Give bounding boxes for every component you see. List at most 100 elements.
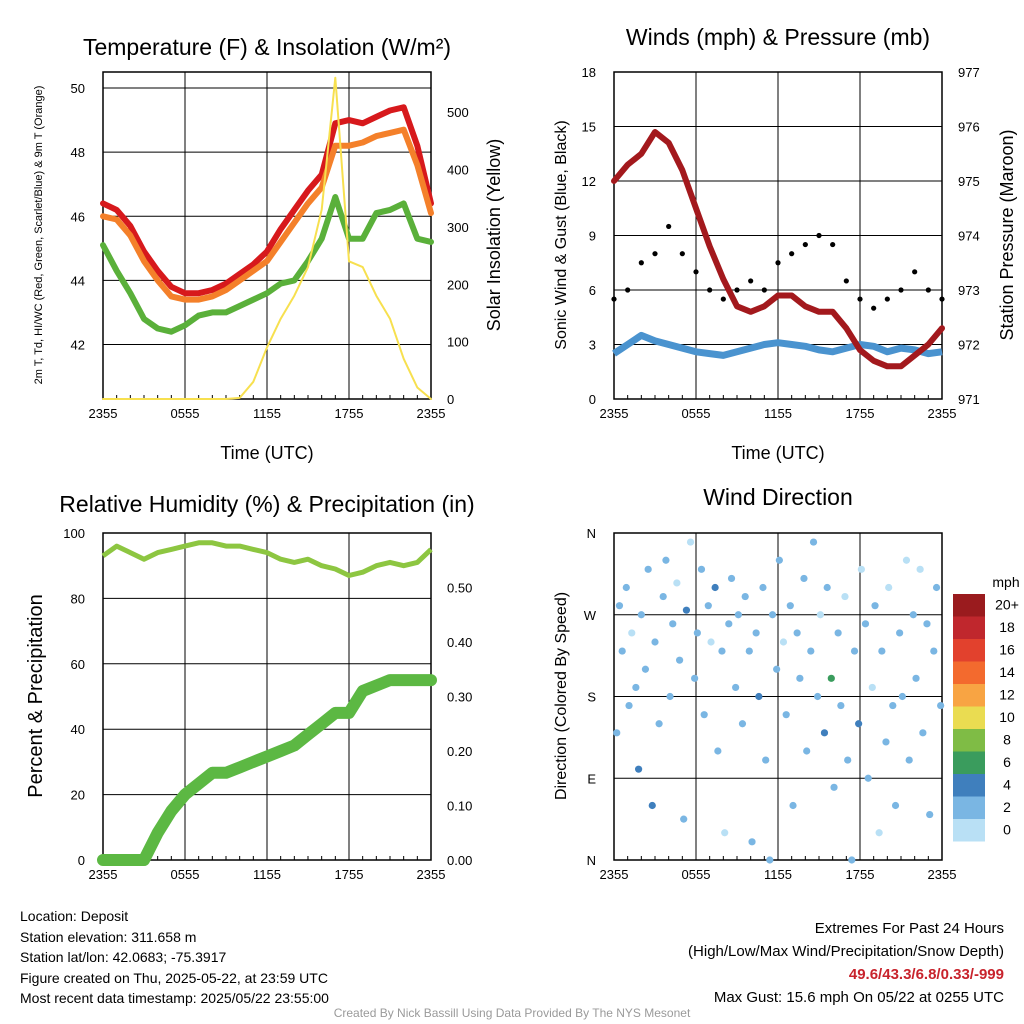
y-left-tick-label: 18 bbox=[582, 65, 596, 80]
y-right-tick-label: 0 bbox=[447, 392, 454, 407]
colorbar-label: 14 bbox=[999, 664, 1015, 680]
colorbar-label: 0 bbox=[1003, 821, 1011, 837]
credit-line: Created By Nick Bassill Using Data Provi… bbox=[0, 1006, 1024, 1020]
wind-direction-point bbox=[625, 702, 632, 709]
gust-point bbox=[857, 296, 862, 301]
gust-point bbox=[912, 269, 917, 274]
wind-direction-point bbox=[789, 802, 796, 809]
wind-direction-point bbox=[841, 593, 848, 600]
wind-direction-point bbox=[718, 647, 725, 654]
y-left-tick-label: 40 bbox=[71, 722, 85, 737]
gust-point bbox=[830, 242, 835, 247]
gust-point bbox=[844, 278, 849, 283]
gust-point bbox=[871, 306, 876, 311]
wind-direction-point bbox=[642, 666, 649, 673]
wind-direction-point bbox=[759, 584, 766, 591]
wind-direction-point bbox=[926, 811, 933, 818]
y-right-tick-label: 0.20 bbox=[447, 744, 472, 759]
wind-direction-point bbox=[721, 829, 728, 836]
figure-created: Figure created on Thu, 2025-05-22, at 23… bbox=[20, 968, 329, 989]
y-left-tick-label: 15 bbox=[582, 120, 596, 135]
wind-direction-point bbox=[906, 756, 913, 763]
y-tick-label: W bbox=[584, 608, 597, 623]
wind-direction-point bbox=[707, 638, 714, 645]
wind-direction-point bbox=[882, 738, 889, 745]
wind-direction-point bbox=[691, 675, 698, 682]
winds-y-right-label: Station Pressure (Maroon) bbox=[997, 129, 1017, 340]
y-left-tick-label: 0 bbox=[589, 392, 596, 407]
y-tick-label: N bbox=[587, 853, 596, 868]
wind-direction-point bbox=[669, 620, 676, 627]
y-left-tick-label: 0 bbox=[78, 853, 85, 868]
y-left-tick-label: 100 bbox=[63, 526, 85, 541]
wind-direction-point bbox=[638, 611, 645, 618]
y-right-tick-label: 975 bbox=[958, 174, 980, 189]
gust-point bbox=[775, 260, 780, 265]
colorbar-swatch bbox=[953, 617, 985, 640]
colorbar-swatch bbox=[953, 797, 985, 820]
wind-direction-point bbox=[844, 756, 851, 763]
y-tick-label: N bbox=[587, 526, 596, 541]
station-location: Location: Deposit bbox=[20, 906, 329, 927]
wind-direction-point bbox=[676, 657, 683, 664]
y-left-tick-label: 50 bbox=[71, 81, 85, 96]
humidity-grid bbox=[103, 533, 431, 860]
wind-direction-point bbox=[910, 611, 917, 618]
y-tick-label: E bbox=[587, 771, 596, 786]
x-tick-label: 2355 bbox=[89, 867, 118, 882]
x-tick-label: 0555 bbox=[171, 867, 200, 882]
wind-direction-point bbox=[748, 838, 755, 845]
colorbar-swatch bbox=[953, 774, 985, 797]
wind-direction-point bbox=[616, 602, 623, 609]
wind-direction-point bbox=[651, 638, 658, 645]
wind-direction-point bbox=[769, 611, 776, 618]
wind-direction-point bbox=[912, 675, 919, 682]
winds-x-label: Time (UTC) bbox=[731, 443, 824, 463]
wind-direction-point bbox=[885, 584, 892, 591]
x-tick-label: 0555 bbox=[171, 406, 200, 421]
wind-direction-point bbox=[858, 566, 865, 573]
wind-direction-point bbox=[753, 629, 760, 636]
gust-point bbox=[885, 296, 890, 301]
colorbar-label: 6 bbox=[1003, 754, 1011, 770]
wind-direction-point bbox=[810, 538, 817, 545]
wind-direction-point bbox=[817, 611, 824, 618]
winds-title: Winds (mph) & Pressure (mb) bbox=[626, 24, 930, 50]
temperature-x-label: Time (UTC) bbox=[220, 443, 313, 463]
temperature-title: Temperature (F) & Insolation (W/m²) bbox=[83, 34, 451, 60]
wind-direction-point bbox=[766, 856, 773, 863]
wind-direction-point bbox=[892, 802, 899, 809]
gust-point bbox=[789, 251, 794, 256]
wind-direction-point bbox=[871, 602, 878, 609]
wind-direction-point bbox=[917, 566, 924, 573]
humidity-title: Relative Humidity (%) & Precipitation (i… bbox=[59, 491, 474, 517]
colorbar-swatch bbox=[953, 662, 985, 685]
station-info: Location: Deposit Station elevation: 311… bbox=[20, 906, 329, 1009]
wind-direction-point bbox=[862, 620, 869, 627]
y-left-tick-label: 9 bbox=[589, 229, 596, 244]
y-right-tick-label: 977 bbox=[958, 65, 980, 80]
y-left-tick-label: 60 bbox=[71, 657, 85, 672]
extremes-title: Extremes For Past 24 Hours bbox=[688, 917, 1004, 940]
meteogram-figure: 2355 0555 1155 1755 2355 Temperature (F) & In… bbox=[0, 0, 1024, 1024]
x-tick-label: 1155 bbox=[764, 406, 792, 421]
x-tick-label: 2355 bbox=[600, 406, 629, 421]
station-latlon: Station lat/lon: 42.0683; -75.3917 bbox=[20, 947, 329, 968]
winds-y-left-label: Sonic Wind & Gust (Blue, Black) bbox=[553, 120, 570, 349]
wind-direction-point bbox=[687, 538, 694, 545]
y-right-tick-label: 400 bbox=[447, 163, 469, 178]
wind-direction-point bbox=[835, 629, 842, 636]
wind-direction-point bbox=[821, 729, 828, 736]
wind-direction-point bbox=[742, 593, 749, 600]
y-right-tick-label: 500 bbox=[447, 105, 469, 120]
x-tick-label: 0555 bbox=[682, 867, 711, 882]
gust-point bbox=[639, 260, 644, 265]
wind-direction-point bbox=[903, 557, 910, 564]
station-elevation: Station elevation: 311.658 m bbox=[20, 927, 329, 948]
wind-direction-point bbox=[851, 647, 858, 654]
x-tick-label: 1755 bbox=[846, 867, 875, 882]
y-right-tick-label: 973 bbox=[958, 283, 980, 298]
wind-direction-point bbox=[645, 566, 652, 573]
wind-direction-point bbox=[889, 702, 896, 709]
wind-direction-point bbox=[830, 784, 837, 791]
